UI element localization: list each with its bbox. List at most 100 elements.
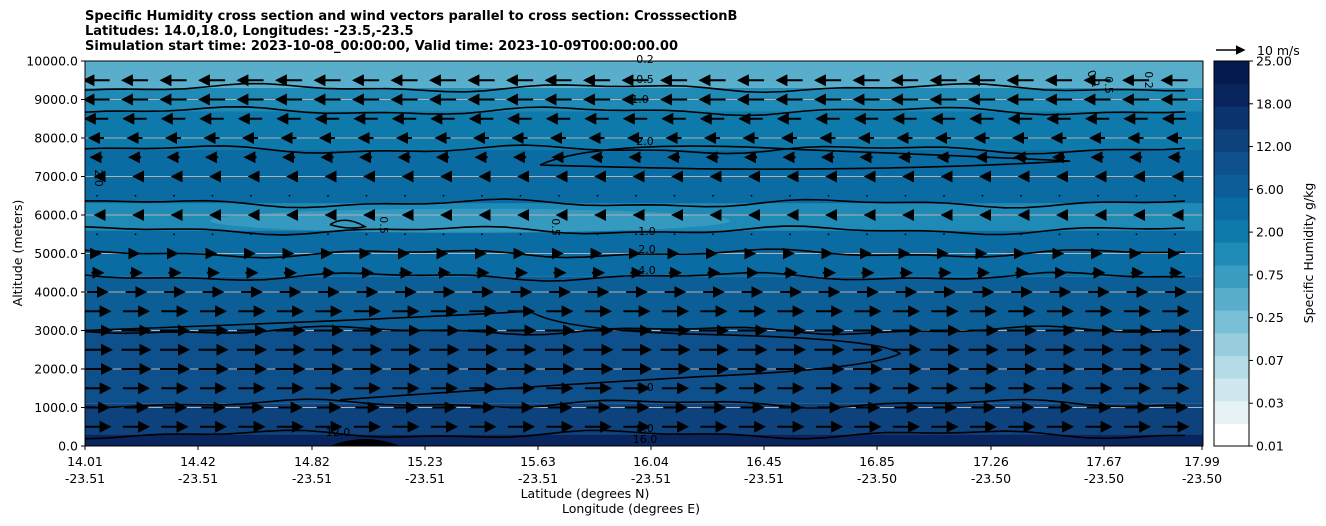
wind-vector <box>789 194 791 197</box>
contour-label: 0.2 <box>636 53 654 66</box>
contour-labels: 0.20.51.02.00.5 0.5 1.02.04.08.08.016.012.… <box>92 53 1155 446</box>
colorbar-label: Specific Humidity g/kg <box>1301 183 1316 324</box>
x-tick-label-lat: 16.85 <box>859 454 895 469</box>
colorbar-segment <box>1214 332 1249 356</box>
y-axis-label: Altitude (meters) <box>10 200 25 307</box>
wind-vector <box>558 233 560 236</box>
wind-vector <box>981 233 984 236</box>
colorbar-segment <box>1214 264 1249 288</box>
x-tick-label-lat: 17.26 <box>973 454 1009 469</box>
wind-vector <box>519 233 522 236</box>
wind-vector <box>327 233 329 236</box>
chart-title-line-1: Specific Humidity cross section and wind… <box>85 9 738 24</box>
contour-label: 0.5 <box>377 216 390 234</box>
colorbar-segment <box>1214 151 1249 175</box>
x-tick-label-lat: 16.04 <box>633 454 669 469</box>
contour-line <box>85 144 1186 155</box>
colorbar-segment <box>1214 174 1249 198</box>
wind-vector <box>981 194 984 197</box>
wind-vector <box>827 233 830 236</box>
y-tick-label: 3000.0 <box>34 323 78 338</box>
wind-vector <box>442 194 445 197</box>
wind-vector <box>481 233 483 236</box>
wind-vector <box>481 194 483 197</box>
colorbar-tick-label: 12.00 <box>1256 139 1292 154</box>
chart-title-line-3: Simulation start time: 2023-10-08_00:00:… <box>85 39 678 54</box>
wind-vector <box>1135 194 1138 197</box>
x-axis-label-lat: Latitude (degrees N) <box>521 486 650 501</box>
wind-vector <box>96 233 98 236</box>
x-tick-label-lat: 14.42 <box>180 454 216 469</box>
wind-vector <box>866 194 868 197</box>
wind-vector <box>1174 233 1176 236</box>
contour-lines <box>85 82 1186 440</box>
wind-vector <box>789 233 791 236</box>
y-tick-label: 1000.0 <box>34 400 78 415</box>
contour-label: 0.5 <box>1102 76 1115 94</box>
wind-vector <box>442 233 445 236</box>
colorbar-segment <box>1214 61 1249 85</box>
contour-label: 0.2 <box>1084 68 1102 89</box>
colorbar-tick-label: 0.07 <box>1256 353 1284 368</box>
contour-label: 2.0 <box>638 243 656 256</box>
humidity-layer <box>85 434 1203 446</box>
colorbar: 0.01 0.03 0.07 0.25 0.75 2.00 6.00 12.00 18.00 25… <box>1213 54 1292 454</box>
wind-vector <box>1135 233 1138 236</box>
wind-vector <box>866 233 868 236</box>
wind-vector <box>134 194 137 197</box>
x-tick-label-lon: -23.51 <box>292 471 332 486</box>
chart-title-line-2: Latitudes: 14.0,18.0, Longitudes: -23.5,… <box>85 24 414 39</box>
x-axis: 14.01 -23.51 14.42 -23.51 14.82 -23.51 15.23 -2… <box>65 446 1222 486</box>
contour-label: 12.0 <box>326 426 351 439</box>
contour-label: 8.0 <box>636 381 654 394</box>
contour-label: 16.0 <box>633 433 658 446</box>
contour-line <box>539 145 1071 170</box>
wind-vector <box>635 233 637 236</box>
x-tick-label-lat: 17.67 <box>1086 454 1122 469</box>
colorbar-segment <box>1214 128 1249 153</box>
x-tick-label-lon: -23.50 <box>1182 471 1222 486</box>
wind-vector <box>558 194 560 197</box>
wind-vector <box>1020 194 1022 197</box>
wind-vector <box>1020 233 1022 236</box>
quiver-key: 10 m/s <box>1216 43 1300 58</box>
wind-vector <box>904 233 907 236</box>
wind-vector <box>943 194 945 197</box>
colorbar-segment <box>1214 242 1249 266</box>
x-tick-label-lat: 14.82 <box>294 454 330 469</box>
x-tick-label-lon: -23.51 <box>744 471 784 486</box>
colorbar-tick-label: 25.00 <box>1256 54 1292 69</box>
wind-vector <box>943 233 945 236</box>
wind-vector <box>673 194 676 197</box>
colorbar-segment <box>1214 219 1249 243</box>
colorbar-segment <box>1214 83 1249 107</box>
x-tick-label-lon: -23.50 <box>971 471 1011 486</box>
colorbar-segment <box>1214 287 1249 311</box>
colorbar-tick-label: 18.00 <box>1256 96 1292 111</box>
wind-vector <box>365 194 368 197</box>
contour-line <box>85 398 1186 409</box>
colorbar-tick-label: 6.00 <box>1256 182 1284 197</box>
x-tick-label-lat: 15.23 <box>407 454 443 469</box>
wind-vector <box>250 233 252 236</box>
y-axis: 0.0 1000.0 2000.0 3000.0 4000.0 5000.0 6000.0 7… <box>26 54 85 454</box>
terrain-peak <box>330 439 400 446</box>
wind-vector <box>904 194 907 197</box>
wind-vector <box>173 194 175 197</box>
colorbar-segment <box>1214 106 1249 130</box>
wind-vector <box>596 194 599 197</box>
contour-label: 0.5 <box>636 73 654 86</box>
wind-vector <box>134 233 137 236</box>
x-tick-label-lon: -23.51 <box>65 471 105 486</box>
wind-vector <box>596 233 599 236</box>
humidity-layer <box>85 276 1203 331</box>
x-tick-label-lat: 15.63 <box>520 454 556 469</box>
contour-line <box>85 105 1186 117</box>
wind-vector <box>712 233 714 236</box>
x-tick-label-lon: -23.51 <box>405 471 445 486</box>
wind-vector <box>712 194 714 197</box>
x-tick-label-lon: -23.51 <box>178 471 218 486</box>
wind-vector <box>288 194 291 197</box>
contour-label: 2.0 <box>636 135 654 148</box>
wind-vector <box>750 233 753 236</box>
